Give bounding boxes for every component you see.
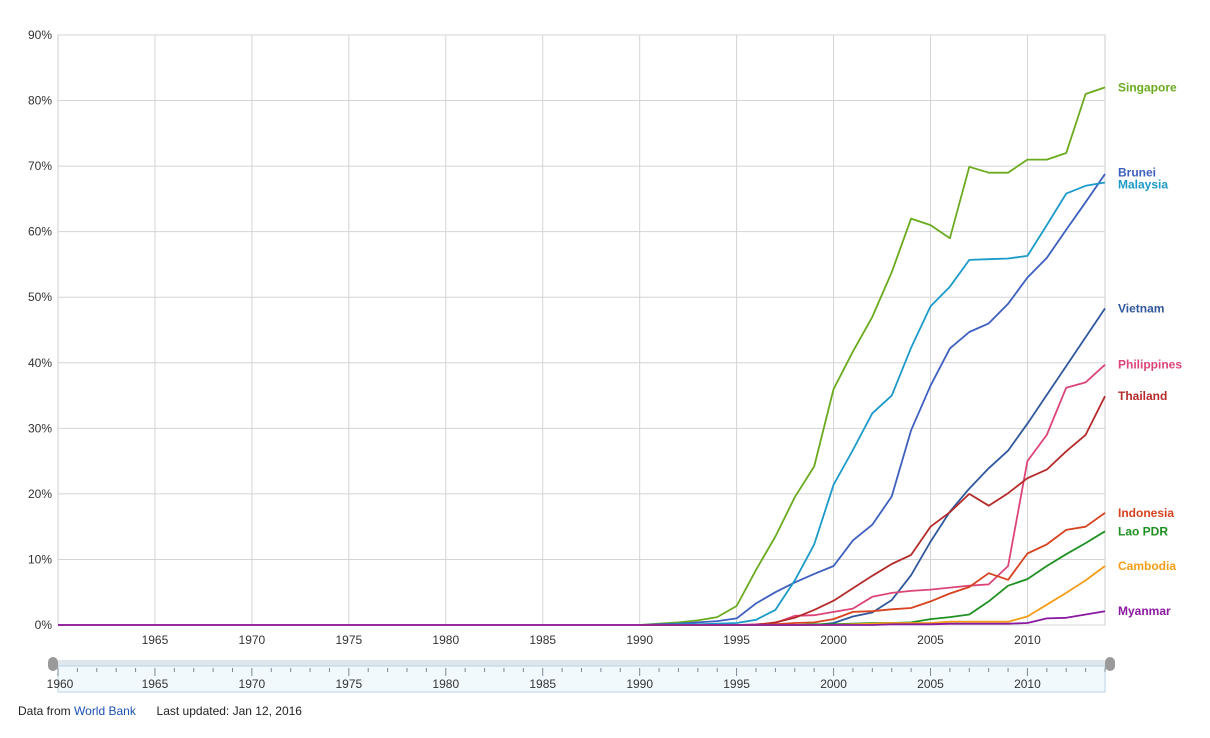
y-tick-label: 20% [28, 487, 52, 501]
range-track[interactable] [58, 660, 1105, 666]
y-tick-label: 30% [28, 421, 52, 435]
range-label: 1970 [239, 677, 266, 691]
range-label: 1980 [432, 677, 459, 691]
series-label-philippines: Philippines [1118, 358, 1182, 372]
series-line-vietnam [639, 307, 1106, 626]
range-label: 2005 [917, 677, 944, 691]
range-label: 1965 [142, 677, 169, 691]
series-label-vietnam: Vietnam [1118, 301, 1164, 315]
series-label-brunei: Brunei [1118, 166, 1156, 180]
series-label-thailand: Thailand [1118, 389, 1167, 403]
x-tick-label: 1980 [432, 633, 459, 647]
x-tick-label: 1970 [239, 633, 266, 647]
series-line-singapore [639, 86, 1106, 626]
series-line-thailand [639, 395, 1106, 626]
x-axis: 1965 1970 1975 1980 1985 1990 1995 2000 2005 2010 [142, 633, 1042, 647]
x-tick-label: 2000 [820, 633, 847, 647]
series-lines [58, 86, 1106, 626]
y-tick-label: 70% [28, 159, 52, 173]
series-label-cambodia: Cambodia [1118, 559, 1176, 573]
range-label: 2000 [820, 677, 847, 691]
y-tick-label: 40% [28, 356, 52, 370]
y-tick-label: 10% [28, 552, 52, 566]
grid [57, 34, 1106, 626]
series-line-indonesia [639, 512, 1106, 626]
footer-prefix: Data from [18, 704, 71, 718]
x-tick-label: 2010 [1014, 633, 1041, 647]
y-tick-label: 90% [28, 28, 52, 42]
last-updated: Last updated: Jan 12, 2016 [156, 704, 302, 718]
series-label-myanmar: Myanmar [1118, 604, 1171, 618]
series-label-singapore: Singapore [1118, 80, 1177, 94]
x-tick-label: 1985 [529, 633, 556, 647]
range-label: 1975 [335, 677, 362, 691]
series-line-brunei [639, 173, 1106, 626]
x-tick-label: 1990 [626, 633, 653, 647]
x-tick-label: 1995 [723, 633, 750, 647]
y-tick-label: 50% [28, 290, 52, 304]
series-label-indonesia: Indonesia [1118, 506, 1174, 520]
plot-frame [57, 34, 1106, 626]
x-tick-label: 1975 [335, 633, 362, 647]
series-line-myanmar [58, 610, 1106, 626]
range-handle-left[interactable] [48, 657, 58, 671]
series-label-malaysia: Malaysia [1118, 177, 1168, 191]
series-line-malaysia [639, 181, 1106, 626]
footer: Data from World Bank Last updated: Jan 1… [18, 704, 302, 718]
y-axis: 0% 10% 20% 30% 40% 50% 60% 70% 80% 90% [28, 28, 52, 632]
x-tick-label: 2005 [917, 633, 944, 647]
range-label: 1990 [626, 677, 653, 691]
range-handle-right[interactable] [1105, 657, 1115, 671]
series-label-lao-pdr: Lao PDR [1118, 524, 1168, 538]
y-tick-label: 0% [35, 618, 53, 632]
world-bank-link[interactable]: World Bank [74, 704, 136, 718]
range-label: 1995 [723, 677, 750, 691]
series-line-philippines [639, 364, 1106, 626]
range-label: 1960 [47, 677, 74, 691]
range-selector[interactable]: 1960 1965 1970 1975 1980 1985 1990 1995 2000 2005… [47, 657, 1115, 693]
line-chart: 0%10%20%30%40%50%60%70%80%90% 1965 1970 19… [28, 28, 1182, 693]
x-tick-label: 1965 [142, 633, 169, 647]
range-label: 1985 [529, 677, 556, 691]
range-label: 2010 [1014, 677, 1041, 691]
y-tick-label: 60% [28, 225, 52, 239]
y-tick-label: 80% [28, 94, 52, 108]
